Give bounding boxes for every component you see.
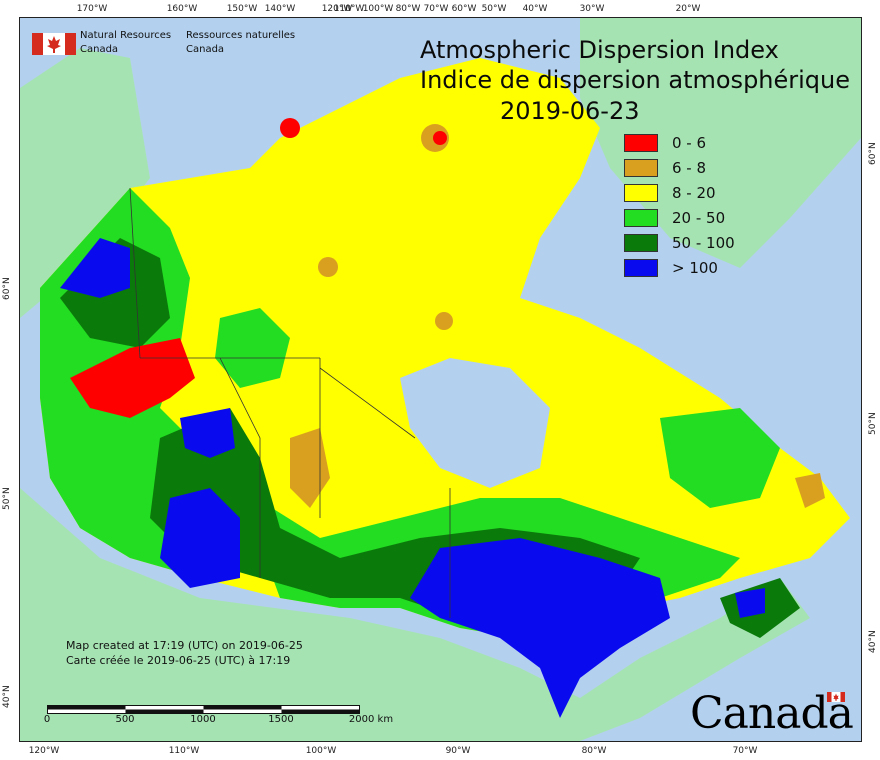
province-boundaries	[129, 187, 451, 618]
legend-label: 20 - 50	[672, 208, 726, 227]
zone-green-east	[660, 408, 780, 508]
scale-label: 500	[115, 714, 135, 725]
map-frame	[19, 17, 862, 742]
legend-swatch	[624, 208, 658, 227]
legend-swatch	[624, 133, 658, 152]
tick-right-0: 60°N	[868, 142, 878, 165]
tick-bottom-5: 70°W	[732, 746, 758, 756]
legend-swatch	[624, 183, 658, 202]
zone-blue-alaska	[60, 238, 130, 298]
hudson-bay	[400, 358, 550, 488]
tick-top-10: 50°W	[481, 4, 507, 14]
zone-red-baffin	[433, 131, 447, 145]
zone-green-north	[215, 308, 290, 388]
credits-en: Map created at 17:19 (UTC) on 2019-06-25	[66, 639, 303, 652]
tick-top-11: 40°W	[522, 4, 548, 14]
agency-en-line2: Canada	[80, 44, 119, 55]
tick-top-0: 170°W	[76, 4, 108, 14]
zone-red-arctic	[280, 118, 300, 138]
zone-blue-east	[410, 538, 670, 718]
tick-top-2: 150°W	[226, 4, 258, 14]
credits-fr: Carte créée le 2019-06-25 (UTC) à 17:19	[66, 654, 291, 667]
map-credits: Map created at 17:19 (UTC) on 2019-06-25…	[66, 638, 303, 668]
zone-orange-baffin	[435, 312, 453, 330]
map-canvas	[20, 18, 861, 741]
tick-bottom-0: 120°W	[28, 746, 60, 756]
tick-top-8: 70°W	[423, 4, 449, 14]
zone-orange-nf	[795, 473, 825, 508]
legend-label: 6 - 8	[672, 158, 707, 177]
zone-blue-west	[180, 408, 235, 458]
zone-blue-maritimes	[735, 588, 765, 618]
tick-right-2: 40°N	[868, 630, 878, 653]
legend-label: > 100	[672, 258, 718, 277]
title-en: Atmospheric Dispersion Index	[420, 36, 779, 64]
tick-left-1: 50°N	[2, 487, 12, 510]
agency-en-line1: Natural Resources	[80, 30, 172, 41]
legend-item: > 100	[624, 255, 735, 280]
zone-orange-victoria	[318, 257, 338, 277]
legend-swatch	[624, 258, 658, 277]
legend-item: 0 - 6	[624, 130, 735, 155]
scale-label: 2000 km	[348, 714, 394, 725]
scale-label: 1000	[190, 714, 216, 725]
legend-swatch	[624, 158, 658, 177]
agency-en: Natural Resources Canada	[80, 29, 171, 57]
legend-label: 50 - 100	[672, 233, 735, 252]
agency-fr-line2: Canada	[186, 44, 225, 55]
zone-blue-prairies	[160, 488, 240, 588]
legend-item: 50 - 100	[624, 230, 735, 255]
agency-fr-line1: Ressources naturelles	[186, 30, 296, 41]
canada-flag-icon	[32, 33, 76, 55]
tick-left-2: 40°N	[2, 685, 12, 708]
legend-swatch	[624, 233, 658, 252]
tick-top-7: 80°W	[395, 4, 421, 14]
tick-bottom-4: 80°W	[581, 746, 607, 756]
scale-label: 1500	[268, 714, 294, 725]
legend-label: 0 - 6	[672, 133, 707, 152]
tick-top-5: 110°W	[333, 4, 365, 14]
legend-label: 8 - 20	[672, 183, 716, 202]
tick-top-9: 60°W	[451, 4, 477, 14]
tick-bottom-3: 90°W	[445, 746, 471, 756]
scale-bar	[47, 705, 360, 714]
tick-left-0: 60°N	[2, 277, 12, 300]
title-fr: Indice de dispersion atmosphérique	[420, 66, 851, 94]
legend-item: 6 - 8	[624, 155, 735, 180]
legend-item: 8 - 20	[624, 180, 735, 205]
canada-wordmark: Canada	[690, 688, 854, 739]
tick-bottom-2: 100°W	[305, 746, 337, 756]
tick-top-1: 160°W	[166, 4, 198, 14]
usa-land	[20, 488, 810, 741]
tick-top-3: 140°W	[264, 4, 296, 14]
tick-top-13: 20°W	[675, 4, 701, 14]
tick-top-6: 100°W	[362, 4, 394, 14]
legend-item: 20 - 50	[624, 205, 735, 230]
tick-top-4: 120°W	[321, 4, 353, 14]
alaska-land	[20, 48, 150, 318]
greenland-land	[580, 18, 861, 268]
tick-top-12: 30°W	[579, 4, 605, 14]
scale-label: 0	[43, 714, 51, 725]
agency-fr: Ressources naturelles Canada	[186, 29, 295, 57]
wordmark-flag-icon	[827, 692, 845, 702]
title-date: 2019-06-23	[500, 97, 640, 125]
tick-bottom-1: 110°W	[168, 746, 200, 756]
tick-right-1: 50°N	[868, 412, 878, 435]
legend: 0 - 6 6 - 8 8 - 20 20 - 50 50 - 100 > 10…	[624, 130, 735, 280]
